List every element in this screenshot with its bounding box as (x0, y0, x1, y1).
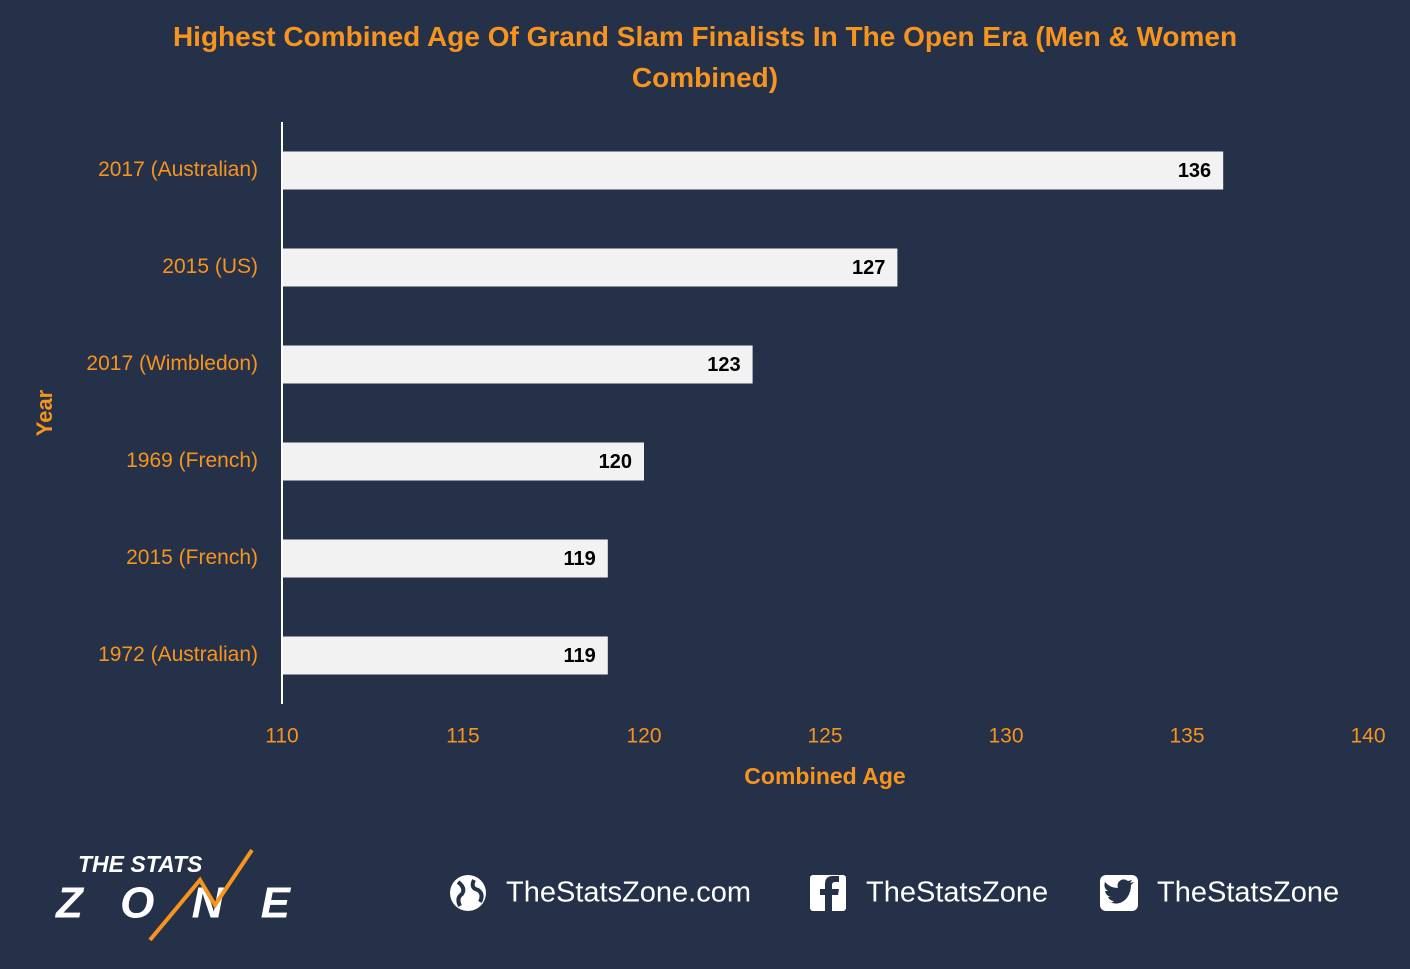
x-tick-label: 140 (1350, 725, 1385, 748)
x-tick-label: 130 (988, 725, 1023, 748)
twitter-icon (1100, 875, 1138, 911)
x-tick-label: 120 (626, 725, 661, 748)
data-label: 136 (1178, 160, 1211, 182)
x-tick-label: 110 (265, 725, 298, 748)
logo-swoosh (148, 848, 254, 942)
logo-text: THE STATS (78, 851, 203, 877)
logo-text: ZONE (54, 879, 292, 928)
y-axis-label: Year (32, 389, 57, 436)
y-tick-label: 2015 (US) (162, 255, 258, 278)
data-label: 127 (852, 257, 885, 279)
chart-title: Highest Combined Age Of Grand Slam Final… (172, 21, 1238, 93)
footer-link: TheStatsZone (866, 877, 1048, 909)
y-tick-label: 1969 (French) (126, 449, 258, 472)
data-label: 120 (599, 451, 632, 473)
data-label: 119 (564, 645, 596, 667)
bar (283, 636, 608, 675)
data-label: 119 (564, 548, 596, 570)
x-axis-label: Combined Age (744, 763, 905, 789)
footer-link: TheStatsZone (1157, 877, 1339, 909)
bar (283, 442, 644, 481)
footer-link: TheStatsZone.com (506, 877, 751, 909)
x-tick-label: 135 (1169, 725, 1204, 748)
bar (283, 345, 753, 384)
bar (283, 248, 898, 287)
x-tick-label: 125 (807, 725, 842, 748)
bar (283, 539, 608, 578)
logo: THE STATS ZONE (54, 848, 292, 942)
y-tick-label: 2017 (Australian) (98, 158, 258, 181)
data-label: 123 (707, 354, 740, 376)
facebook-icon (810, 875, 846, 911)
y-tick-label: 2017 (Wimbledon) (86, 352, 258, 375)
bar (283, 151, 1224, 190)
y-tick-label: 1972 (Australian) (98, 643, 258, 666)
globe-icon (450, 875, 486, 911)
y-tick-label: 2015 (French) (126, 546, 258, 569)
x-tick-label: 115 (446, 725, 479, 748)
